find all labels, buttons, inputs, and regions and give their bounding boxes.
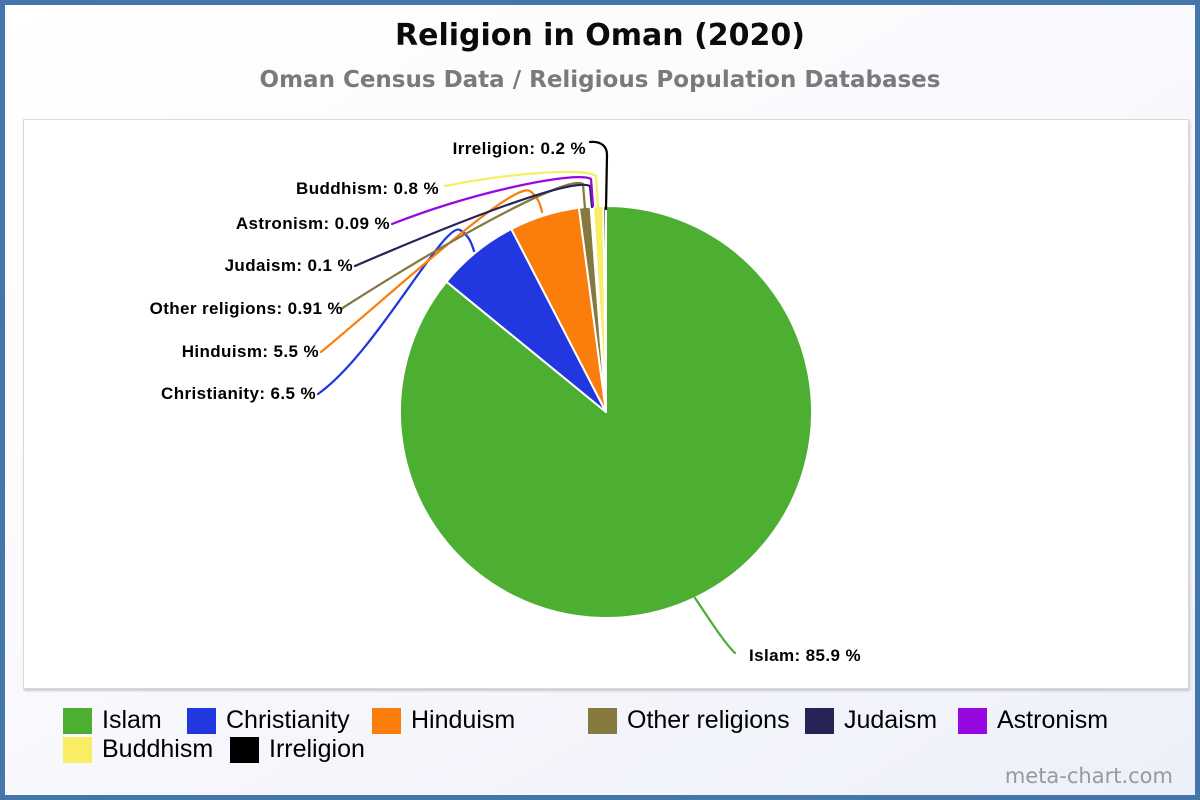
legend-item-islam: Islam — [63, 706, 187, 735]
callout-other-religions: Other religions: 0.91 % — [149, 299, 343, 318]
leader-line-islam — [693, 596, 737, 655]
leader-line-hinduism — [319, 189, 544, 354]
legend-item-other-religions: Other religions — [588, 706, 805, 735]
legend-label-astronism: Astronism — [997, 706, 1109, 734]
legend-label-christianity: Christianity — [226, 706, 350, 734]
legend-item-buddhism: Buddhism — [63, 735, 230, 764]
legend-swatch-other-religions-icon — [588, 707, 617, 734]
legend-label-islam: Islam — [102, 706, 162, 734]
legend-label-other-religions: Other religions — [627, 706, 790, 734]
chart-subtitle: Oman Census Data / Religious Population … — [259, 67, 941, 93]
leader-line-astronism — [390, 176, 595, 226]
legend-swatch-astronism-icon — [958, 707, 987, 734]
legend-item-astronism: Astronism — [958, 706, 1108, 735]
legend-item-hinduism: Hinduism — [372, 706, 588, 735]
callout-judaism: Judaism: 0.1 % — [224, 256, 353, 275]
legend-swatch-hinduism-icon — [372, 707, 401, 734]
legend-item-christianity: Christianity — [187, 706, 372, 735]
legend-swatch-irreligion-icon — [230, 736, 259, 763]
legend-item-irreligion: Irreligion — [230, 735, 365, 764]
callout-irreligion: Irreligion: 0.2 % — [452, 139, 586, 158]
pie-slices-group — [399, 205, 813, 619]
legend: Islam Christianity Hinduism Other religi… — [63, 706, 1173, 764]
legend-label-hinduism: Hinduism — [411, 706, 516, 734]
legend-swatch-islam-icon — [63, 707, 92, 734]
legend-label-judaism: Judaism — [844, 706, 938, 734]
plot-area: Islam: 85.9 % Christianity: 6.5 % Hindui… — [23, 119, 1189, 689]
legend-swatch-judaism-icon — [805, 707, 834, 734]
leader-line-irreligion — [588, 140, 609, 211]
leader-line-buddhism — [443, 170, 600, 210]
callout-astronism: Astronism: 0.09 % — [235, 214, 390, 233]
legend-swatch-buddhism-icon — [63, 736, 92, 763]
legend-swatch-christianity-icon — [187, 707, 216, 734]
leader-line-judaism — [353, 183, 594, 268]
leader-line-other — [339, 181, 587, 311]
callout-hinduism: Hinduism: 5.5 % — [181, 342, 319, 361]
pie-chart-svg — [316, 140, 813, 655]
callout-islam: Islam: 85.9 % — [749, 646, 861, 665]
chart-title: Religion in Oman (2020) — [395, 18, 805, 53]
legend-label-buddhism: Buddhism — [102, 735, 214, 763]
leader-line-christianity — [316, 228, 476, 396]
callout-christianity: Christianity: 6.5 % — [161, 384, 316, 403]
legend-label-irreligion: Irreligion — [269, 735, 365, 763]
watermark: meta-chart.com — [1004, 764, 1173, 788]
legend-item-judaism: Judaism — [805, 706, 958, 735]
leader-lines-group — [316, 140, 737, 655]
callout-buddhism: Buddhism: 0.8 % — [296, 179, 439, 198]
